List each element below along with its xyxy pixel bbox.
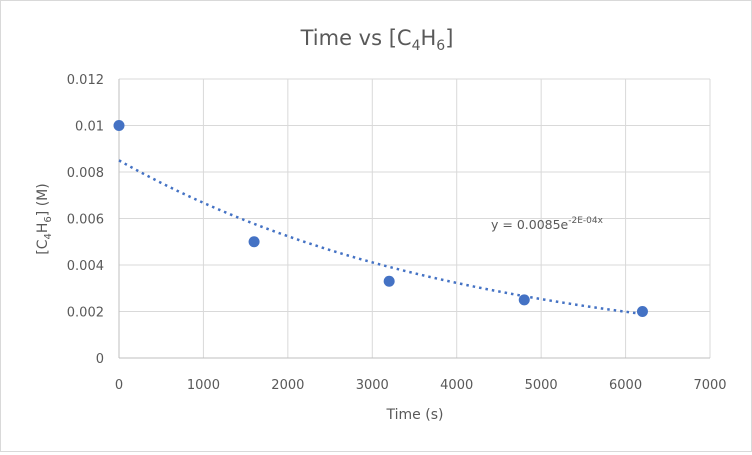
x-tick-label: 0: [115, 378, 123, 393]
x-tick-label: 3000: [356, 378, 389, 393]
y-tick-label: 0.002: [67, 306, 104, 321]
x-tick-label: 5000: [525, 378, 558, 393]
chart-title: Time vs [C4H6]: [300, 26, 454, 54]
trendline-equation: y = 0.0085e-2E-04x: [491, 216, 604, 232]
data-point: [113, 120, 125, 131]
trendline: [118, 159, 643, 316]
x-tick-label: 2000: [271, 378, 304, 393]
trendline-path: [118, 159, 643, 316]
y-tick-label: 0.008: [67, 166, 104, 181]
y-tick-label: 0.01: [75, 120, 104, 135]
x-tick-label: 7000: [693, 378, 726, 393]
data-point: [383, 275, 395, 287]
x-tick-labels: 0 1000 2000 3000 4000 5000 6000 7000: [115, 378, 727, 393]
x-tick-label: 4000: [440, 378, 473, 393]
data-points: [113, 120, 648, 317]
data-point: [248, 236, 260, 248]
data-point: [518, 294, 530, 306]
x-tick-label: 1000: [187, 378, 220, 393]
x-axis-title: Time (s): [386, 407, 444, 423]
gridlines: [119, 78, 711, 358]
y-axis-title: [C4H6] (M): [35, 183, 54, 254]
x-tick-label: 6000: [609, 378, 642, 393]
y-tick-label: 0.004: [67, 259, 104, 274]
y-tick-labels: 0 0.002 0.004 0.006 0.008 0.01 0.012: [67, 73, 104, 367]
y-tick-label: 0: [96, 352, 104, 367]
y-tick-label: 0.006: [67, 213, 104, 228]
data-point: [636, 306, 648, 317]
y-tick-label: 0.012: [67, 73, 104, 88]
